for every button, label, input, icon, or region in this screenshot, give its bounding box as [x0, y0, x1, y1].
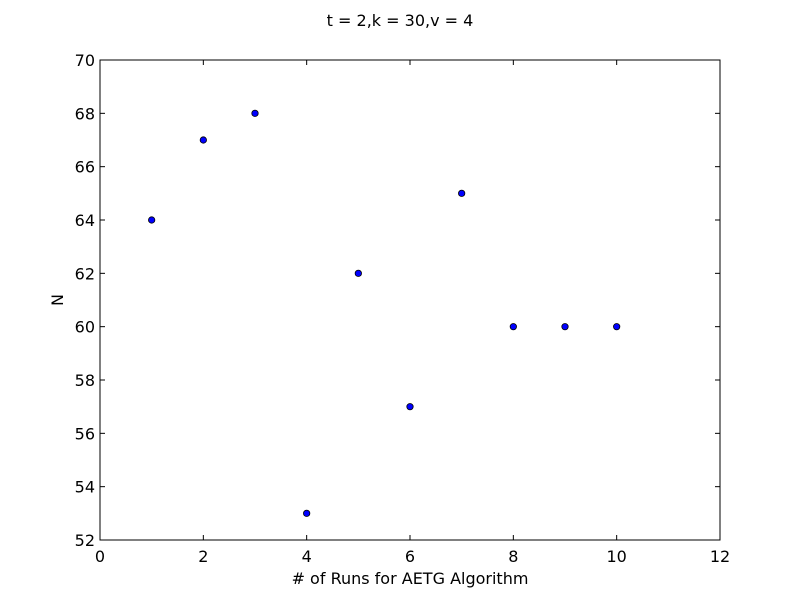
- y-tick-label: 62: [75, 264, 95, 283]
- data-point: [613, 323, 621, 331]
- x-tick-label: 10: [606, 547, 626, 566]
- x-tick-label: 0: [95, 547, 105, 566]
- data-point: [251, 109, 259, 117]
- y-tick-label: 70: [75, 51, 95, 70]
- y-tick-label: 58: [75, 371, 95, 390]
- data-point: [303, 509, 311, 517]
- plot-area-frame: [99, 59, 721, 541]
- data-point: [148, 216, 156, 224]
- x-tick-label: 2: [198, 547, 208, 566]
- x-tick-label: 4: [302, 547, 312, 566]
- y-tick-label: 56: [75, 424, 95, 443]
- y-tick-label: 68: [75, 104, 95, 123]
- chart-title: t = 2,k = 30,v = 4: [327, 11, 474, 30]
- data-point: [509, 323, 517, 331]
- data-points: [148, 109, 621, 517]
- data-point: [561, 323, 569, 331]
- x-tick-label: 6: [405, 547, 415, 566]
- x-tick-label: 12: [710, 547, 730, 566]
- data-point: [458, 189, 466, 197]
- x-axis-label: # of Runs for AETG Algorithm: [292, 569, 529, 588]
- data-point: [354, 269, 362, 277]
- y-axis-label: N: [48, 294, 67, 306]
- y-tick-label: 64: [75, 211, 95, 230]
- y-tick-label: 66: [75, 158, 95, 177]
- data-point: [199, 136, 207, 144]
- data-point: [406, 403, 414, 411]
- y-tick-label: 54: [75, 478, 95, 497]
- y-tick-label: 52: [75, 531, 95, 550]
- x-tick-label: 8: [508, 547, 518, 566]
- y-tick-label: 60: [75, 318, 95, 337]
